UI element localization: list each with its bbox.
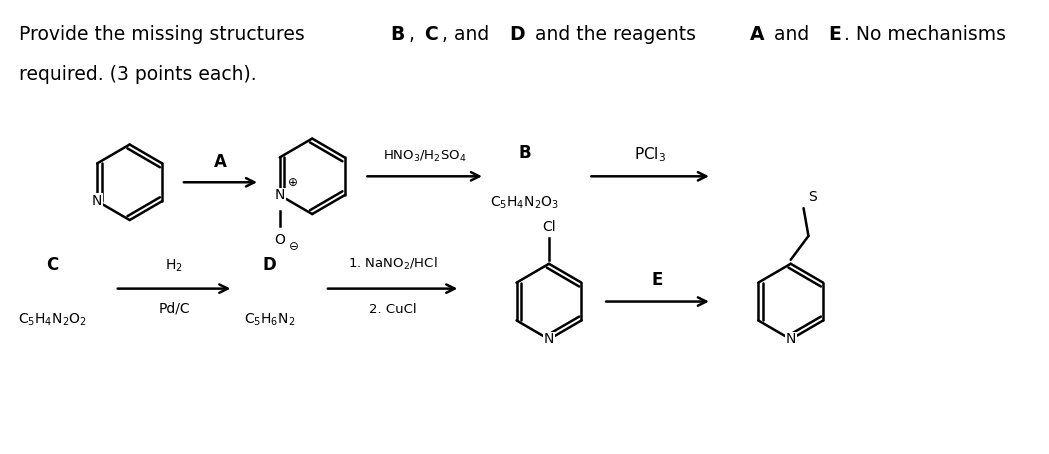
Text: ⊕: ⊕ bbox=[287, 176, 298, 189]
Text: ,: , bbox=[409, 25, 421, 44]
Text: D: D bbox=[510, 25, 526, 44]
Text: C$_5$H$_6$N$_2$: C$_5$H$_6$N$_2$ bbox=[244, 311, 296, 328]
Text: required. (3 points each).: required. (3 points each). bbox=[19, 65, 257, 84]
Text: N: N bbox=[275, 188, 285, 202]
Text: HNO$_3$/H$_2$SO$_4$: HNO$_3$/H$_2$SO$_4$ bbox=[383, 149, 467, 164]
Text: N: N bbox=[786, 332, 796, 346]
Text: C$_5$H$_4$N$_2$O$_2$: C$_5$H$_4$N$_2$O$_2$ bbox=[18, 311, 87, 328]
Text: D: D bbox=[263, 256, 277, 274]
Text: A: A bbox=[750, 25, 764, 44]
Text: N: N bbox=[92, 194, 103, 208]
Text: 2. CuCl: 2. CuCl bbox=[369, 302, 416, 316]
Text: N: N bbox=[275, 188, 285, 202]
Text: and: and bbox=[768, 25, 815, 44]
Text: B: B bbox=[390, 25, 405, 44]
Text: , and: , and bbox=[442, 25, 495, 44]
Text: . No mechanisms: . No mechanisms bbox=[844, 25, 1006, 44]
Text: S: S bbox=[809, 190, 817, 204]
Text: O: O bbox=[274, 233, 285, 247]
Text: 1. NaNO$_2$/HCl: 1. NaNO$_2$/HCl bbox=[348, 256, 437, 272]
Text: C: C bbox=[424, 25, 437, 44]
Text: ⊖: ⊖ bbox=[288, 240, 299, 253]
Text: and the reagents: and the reagents bbox=[530, 25, 703, 44]
Text: C$_5$H$_4$N$_2$O$_3$: C$_5$H$_4$N$_2$O$_3$ bbox=[490, 194, 559, 211]
Text: PCl$_3$: PCl$_3$ bbox=[634, 146, 666, 164]
Text: Cl: Cl bbox=[542, 220, 556, 234]
Text: N: N bbox=[543, 332, 554, 346]
Text: E: E bbox=[651, 271, 663, 289]
Text: E: E bbox=[829, 25, 841, 44]
Text: C: C bbox=[46, 256, 59, 274]
Text: Provide the missing structures: Provide the missing structures bbox=[19, 25, 311, 44]
Text: B: B bbox=[518, 144, 531, 163]
Text: H$_2$: H$_2$ bbox=[165, 257, 183, 274]
Text: Pd/C: Pd/C bbox=[158, 301, 190, 316]
Text: A: A bbox=[214, 153, 227, 171]
